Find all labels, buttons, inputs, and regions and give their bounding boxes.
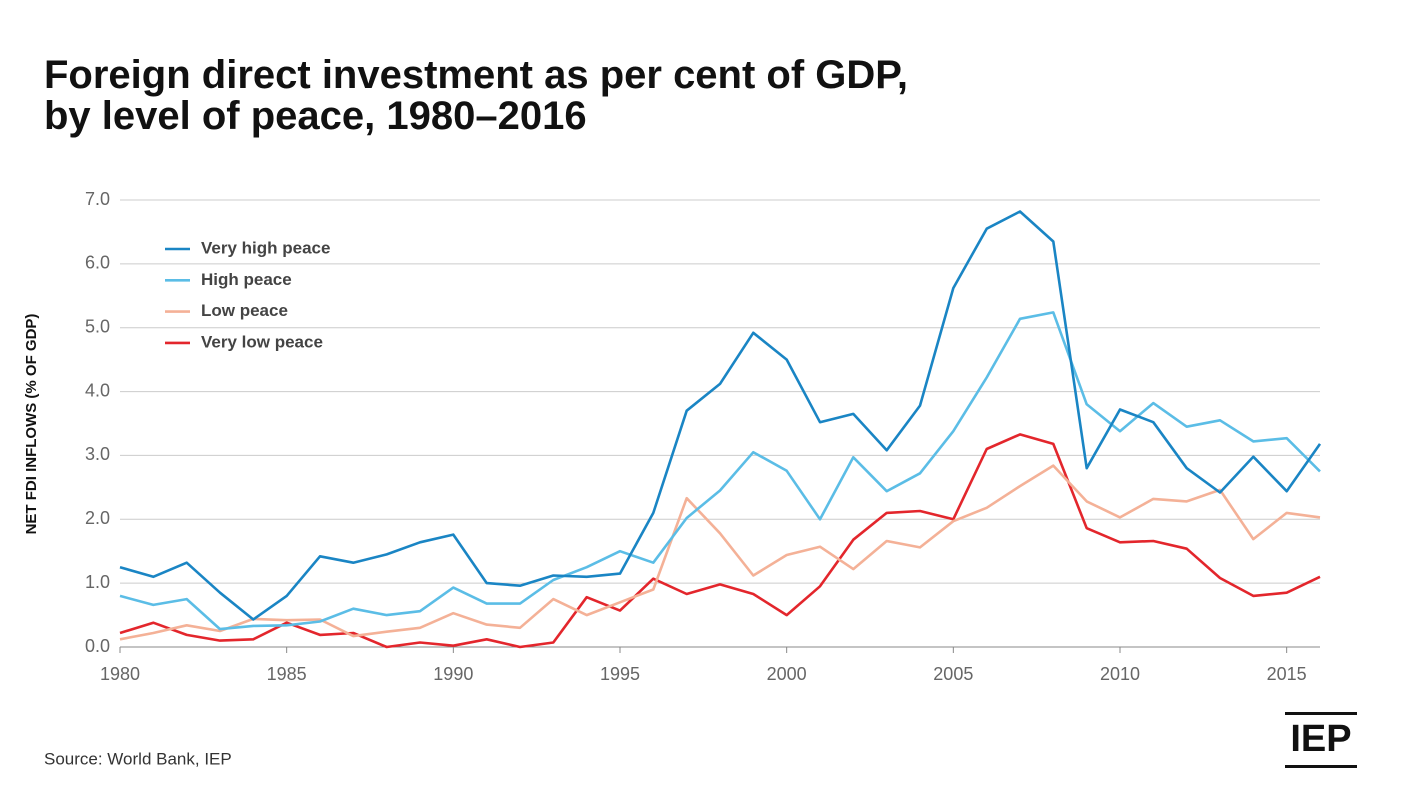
legend-label: Very high peace — [201, 238, 330, 257]
x-tick-label: 1985 — [267, 664, 307, 684]
x-tick-label: 2015 — [1267, 664, 1307, 684]
x-tick-label: 2010 — [1100, 664, 1140, 684]
y-tick-label: 5.0 — [85, 316, 110, 336]
chart-title: by level of peace, 1980–2016 — [44, 94, 587, 138]
x-tick-label: 2005 — [933, 664, 973, 684]
series-line — [119, 464, 1321, 641]
series-line — [119, 433, 1321, 649]
y-tick-label: 1.0 — [85, 572, 110, 592]
series-line — [119, 210, 1322, 621]
legend-label: High peace — [201, 270, 292, 289]
logo-bar — [1285, 712, 1357, 715]
source: Source: World Bank, IEP — [44, 749, 232, 768]
legend-label: Very low peace — [201, 332, 323, 351]
y-tick-label: 0.0 — [85, 636, 110, 656]
logo: IEP — [1290, 718, 1351, 760]
x-tick-label: 1990 — [433, 664, 473, 684]
chart-title: Foreign direct investment as per cent of… — [44, 53, 908, 97]
logo-bar — [1285, 765, 1357, 768]
x-tick-label: 1995 — [600, 664, 640, 684]
x-tick-label: 2000 — [767, 664, 807, 684]
y-tick-label: 4.0 — [85, 380, 110, 400]
y-tick-label: 2.0 — [85, 508, 110, 528]
legend-label: Low peace — [201, 301, 288, 320]
y-axis-label: NET FDI INFLOWS (% OF GDP) — [23, 314, 40, 535]
y-tick-label: 7.0 — [85, 189, 110, 209]
y-tick-label: 6.0 — [85, 253, 110, 273]
y-tick-label: 3.0 — [85, 444, 110, 464]
series-line — [119, 311, 1321, 631]
x-tick-label: 1980 — [100, 664, 140, 684]
